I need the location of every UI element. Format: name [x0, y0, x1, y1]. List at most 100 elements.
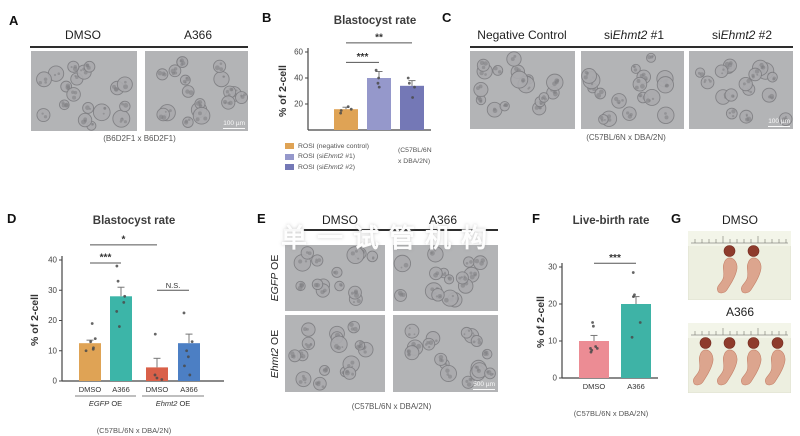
- micrograph-canvas: [288, 320, 374, 391]
- axis-tick-label: 60: [294, 48, 303, 57]
- embryo: [404, 345, 420, 361]
- pup-body: [717, 349, 738, 386]
- significance-label: ***: [357, 52, 369, 63]
- y-axis-label: % of 2-cell: [277, 65, 289, 117]
- embryo: [506, 51, 522, 67]
- embryo: [484, 367, 496, 380]
- data-point: [123, 294, 127, 298]
- micrograph-canvas: [293, 246, 379, 306]
- embryo: [156, 68, 169, 81]
- data-point: [591, 324, 595, 328]
- panel-c-header-negative-control: Negative Control: [462, 28, 582, 42]
- data-point: [406, 76, 410, 80]
- embryo: [36, 108, 51, 123]
- text-segment: OE: [269, 329, 281, 348]
- embryo: [657, 106, 675, 124]
- embryo: [192, 106, 211, 125]
- embryo: [481, 348, 493, 360]
- data-point: [411, 96, 414, 99]
- embryo: [221, 95, 236, 110]
- embryo: [646, 52, 656, 63]
- micrograph-canvas: [393, 246, 488, 308]
- watermark-text: 单一试管机构: [281, 223, 498, 253]
- pup-body: [693, 349, 714, 386]
- embryo: [463, 266, 480, 283]
- embryo: [761, 87, 777, 103]
- chart-title: Blastocyst rate: [334, 15, 416, 27]
- bar: [110, 296, 132, 381]
- embryo: [538, 92, 550, 103]
- panel-label-b: B: [262, 10, 272, 25]
- embryo: [348, 285, 362, 300]
- embryo: [168, 64, 182, 78]
- chart-caption: (C57BL/6N x DBA/2N): [97, 426, 172, 435]
- panel-e-header-dmso: DMSO: [322, 213, 358, 227]
- data-point: [89, 340, 93, 344]
- embryo: [288, 349, 302, 363]
- legend-swatch: [285, 153, 294, 160]
- bar: [146, 367, 168, 381]
- placenta: [699, 337, 712, 349]
- data-point: [631, 271, 635, 274]
- embryo: [112, 109, 131, 128]
- micrograph-e-ehmt2-a366: 500 µm: [393, 315, 498, 392]
- significance-label: ***: [100, 253, 112, 264]
- text-segment: #2: [755, 28, 773, 42]
- panel-c-header-rule: [470, 46, 793, 48]
- embryo: [300, 246, 315, 260]
- axis-tick-label: 20: [48, 316, 57, 325]
- data-point: [115, 264, 119, 268]
- embryo: [179, 74, 191, 86]
- embryo: [36, 71, 52, 88]
- x-tick-label: DMSO: [583, 382, 606, 391]
- embryo: [492, 65, 504, 76]
- embryo: [622, 106, 637, 121]
- text-segment: Ehmt2: [269, 347, 281, 379]
- data-point: [413, 85, 416, 89]
- embryo: [499, 101, 510, 112]
- scale-bar-label: 100 µm: [768, 118, 790, 127]
- micrograph-e-ehmt2-dmso: [285, 315, 385, 392]
- panel-c-header-siehmt2-1: siEhmt2 #1: [589, 28, 679, 42]
- chart-title: Live-birth rate: [573, 215, 650, 227]
- panel-a-header-a366: A366: [183, 28, 213, 42]
- group-label: EGFP OE: [89, 399, 122, 408]
- embryo: [473, 82, 489, 98]
- embryo: [393, 254, 412, 273]
- text-segment: Ehmt2: [323, 153, 344, 161]
- embryo: [213, 70, 230, 88]
- pup: [765, 337, 786, 386]
- data-point: [116, 279, 120, 283]
- micrograph-a-a366: 100 µm: [145, 51, 248, 131]
- x-tick-label: A366: [180, 385, 198, 394]
- embryo: [725, 107, 738, 120]
- bar: [400, 85, 424, 130]
- bar: [579, 341, 609, 378]
- data-point: [190, 340, 194, 344]
- text-segment: ROSI (si: [298, 163, 324, 171]
- y-axis-label: % of 2-cell: [29, 294, 41, 346]
- axis-tick-label: 20: [294, 100, 303, 109]
- legend-item: ROSI (negative control): [285, 141, 369, 152]
- data-point: [115, 310, 119, 313]
- text-segment: EGFP: [269, 272, 281, 302]
- embryo: [422, 337, 436, 351]
- embryo: [476, 58, 490, 72]
- axis-tick-label: 30: [548, 263, 557, 272]
- y-axis-label: % of 2-cell: [535, 296, 547, 348]
- panel-a-header-dmso: DMSO: [65, 28, 101, 42]
- panel-e-caption: (C57BL/6N x DBA/2N): [351, 402, 432, 411]
- pup-body: [765, 349, 786, 386]
- data-point: [84, 349, 88, 353]
- legend-swatch: [285, 143, 294, 150]
- data-point: [349, 107, 353, 111]
- embryo: [330, 335, 348, 353]
- data-point: [407, 81, 411, 85]
- axis-tick-label: 30: [48, 286, 57, 295]
- embryo: [83, 60, 96, 73]
- embryo: [778, 112, 793, 127]
- embryo: [347, 320, 360, 334]
- panel-a-header-rule: [30, 46, 248, 48]
- data-point: [595, 347, 599, 350]
